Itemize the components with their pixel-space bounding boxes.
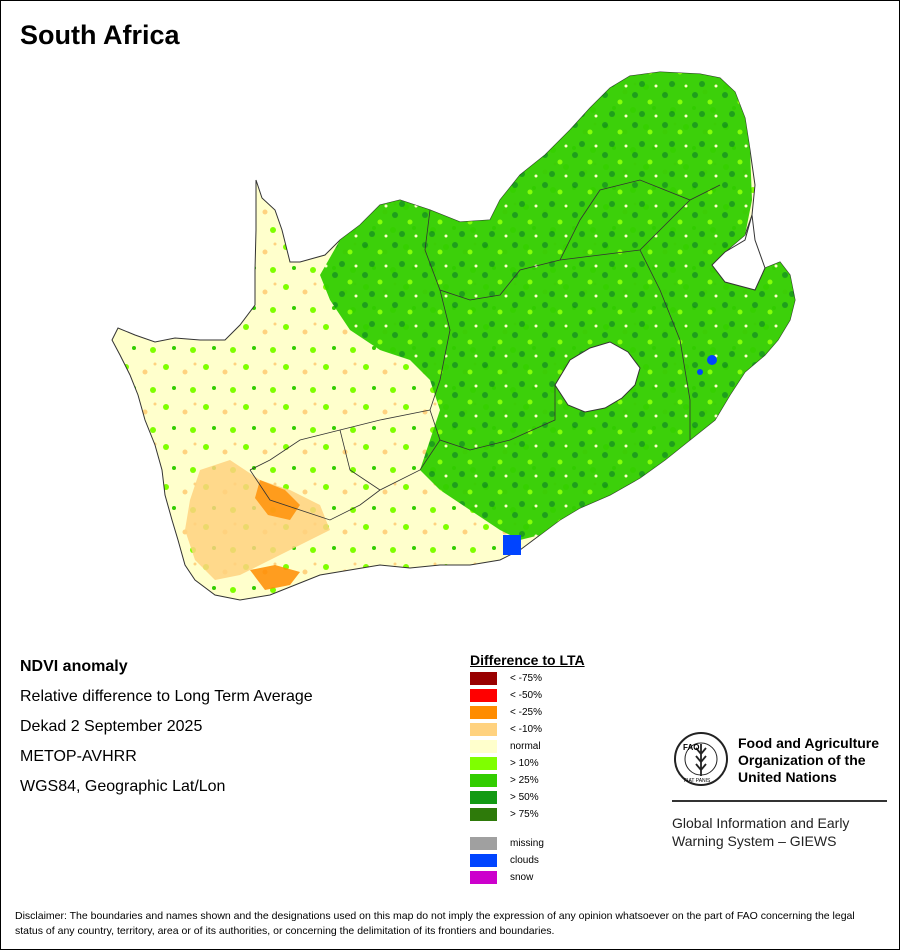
legend-class-0-label: < -75% <box>510 673 542 684</box>
giews-name: Global Information and Early Warning Sys… <box>672 814 887 850</box>
eswatini-outline <box>711 214 766 291</box>
legend-class-7-swatch <box>470 791 497 804</box>
legend-class-4-label: normal <box>510 741 541 752</box>
legend-other-1-swatch <box>470 854 497 867</box>
legend-class-4-swatch <box>470 740 497 753</box>
fao-name-line1: Food and Agriculture <box>738 735 880 751</box>
info-product: NDVI anomaly <box>20 658 128 675</box>
legend-class-3-swatch <box>470 723 497 736</box>
legend-class-8-swatch <box>470 808 497 821</box>
fao-name-line2: Organization of the <box>738 752 866 768</box>
cloud-patch-kzn <box>707 355 717 365</box>
info-description: Relative difference to Long Term Average <box>20 688 313 705</box>
lesotho-enclave <box>554 341 641 413</box>
fao-name: Food and Agriculture Organization of the… <box>738 735 898 786</box>
disclaimer: Disclaimer: The boundaries and names sho… <box>15 910 855 937</box>
legend-class-8-label: > 75% <box>510 809 539 820</box>
vegetation-above-average-region <box>320 72 795 540</box>
dry-patch-south-coast <box>250 565 300 590</box>
giews-line2: Warning System – GIEWS <box>672 833 837 849</box>
fao-logo-icon: FAO FIAT PANIS <box>674 732 728 786</box>
legend-class-5-label: > 10% <box>510 758 539 769</box>
legend-other-2-label: snow <box>510 872 534 883</box>
cloud-patch-kzn-2 <box>697 369 703 375</box>
legend-class-6-label: > 25% <box>510 775 539 786</box>
legend-class-2-label: < -25% <box>510 707 542 718</box>
legend-class-6-swatch <box>470 774 497 787</box>
legend-class-2-swatch <box>470 706 497 719</box>
cloud-patch-east-cape <box>503 535 521 555</box>
info-sensor: METOP-AVHRR <box>20 748 137 765</box>
legend-class-0-swatch <box>470 672 497 685</box>
fao-logo-motto: FIAT PANIS <box>684 778 711 784</box>
info-date: Dekad 2 September 2025 <box>20 718 203 735</box>
legend-class-5-swatch <box>470 757 497 770</box>
dry-area-southwest <box>185 460 330 580</box>
legend-title: Difference to LTA <box>470 652 585 668</box>
legend-other-2-swatch <box>470 871 497 884</box>
map-info: NDVI anomaly Relative difference to Long… <box>20 656 313 806</box>
legend-class-1-label: < -50% <box>510 690 542 701</box>
legend-class-1-swatch <box>470 689 497 702</box>
giews-line1: Global Information and Early <box>672 815 850 831</box>
fao-logo-text: FAO <box>683 743 699 752</box>
province-boundaries <box>249 179 721 521</box>
fao-divider <box>672 800 887 802</box>
map-title: South Africa <box>20 20 180 50</box>
legend-other-0-label: missing <box>510 838 544 849</box>
legend-class-7-label: > 50% <box>510 792 539 803</box>
legend: Difference to LTA < -75% < -50% < -25% < -1… <box>470 652 610 912</box>
legend-other-0-swatch <box>470 837 497 850</box>
ndvi-map <box>111 71 796 601</box>
dry-patch-karoo <box>255 480 300 520</box>
info-projection: WGS84, Geographic Lat/Lon <box>20 778 226 795</box>
fao-name-line3: United Nations <box>738 769 837 785</box>
legend-other-1-label: clouds <box>510 855 539 866</box>
legend-class-3-label: < -10% <box>510 724 542 735</box>
